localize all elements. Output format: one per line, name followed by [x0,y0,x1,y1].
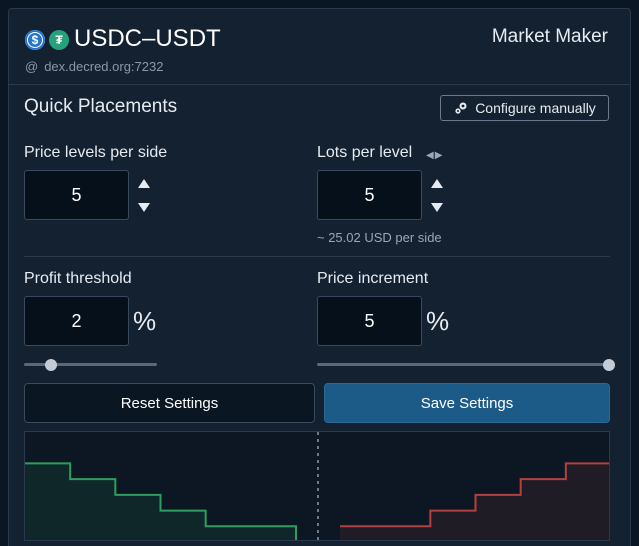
market-pair-title: USDC–USDT [74,25,221,52]
profit-slider-track[interactable] [24,363,157,366]
buy-step-line [25,462,297,540]
gears-icon [455,102,467,114]
at-icon: @ [25,59,39,74]
host-address: dex.decred.org:7232 [44,59,164,74]
bot-type-label: Market Maker [491,26,608,47]
section-divider [24,256,610,257]
profit-threshold-input[interactable]: 2 [24,296,129,346]
lots-toggle-icon[interactable]: ◀▶ [426,150,444,161]
lots-decrement-icon[interactable] [431,203,443,212]
save-settings-button[interactable]: Save Settings [324,383,610,423]
order-placement-chart [24,431,610,541]
lots-usd-hint: ~ 25.02 USD per side [317,230,442,245]
profit-slider-thumb[interactable] [44,359,57,371]
profit-threshold-label: Profit threshold [24,270,132,287]
usdc-icon: $ [25,30,45,50]
lots-increment-icon[interactable] [431,179,443,188]
lots-per-level-label: Lots per level [317,144,413,161]
reset-settings-button[interactable]: Reset Settings [24,383,315,423]
section-title: Quick Placements [24,96,178,117]
sell-area [340,463,609,540]
profit-percent-unit: % [133,306,157,336]
sell-step-line [340,462,609,528]
price-levels-increment-icon[interactable] [138,179,150,188]
panel-header: $ ₮ USDC–USDT @ dex.decred.org:7232 Marke… [9,9,630,85]
usdt-icon: ₮ [49,30,69,50]
price-increment-input[interactable]: 5 [317,296,422,346]
increment-slider-track[interactable] [317,363,609,366]
price-levels-decrement-icon[interactable] [138,203,150,212]
increment-slider-thumb[interactable] [603,359,615,371]
price-increment-label: Price increment [317,270,429,287]
configure-manually-label: Configure manually [475,100,596,116]
lots-per-level-input[interactable]: 5 [317,170,422,220]
host-row: @ dex.decred.org:7232 [25,59,163,74]
configure-manually-button[interactable]: Configure manually [440,95,609,121]
price-levels-label: Price levels per side [24,144,168,161]
increment-percent-unit: % [426,306,450,336]
market-maker-panel: $ ₮ USDC–USDT @ dex.decred.org:7232 Marke… [8,8,631,546]
order-chart-svg [25,432,609,540]
price-levels-input[interactable]: 5 [24,170,129,220]
